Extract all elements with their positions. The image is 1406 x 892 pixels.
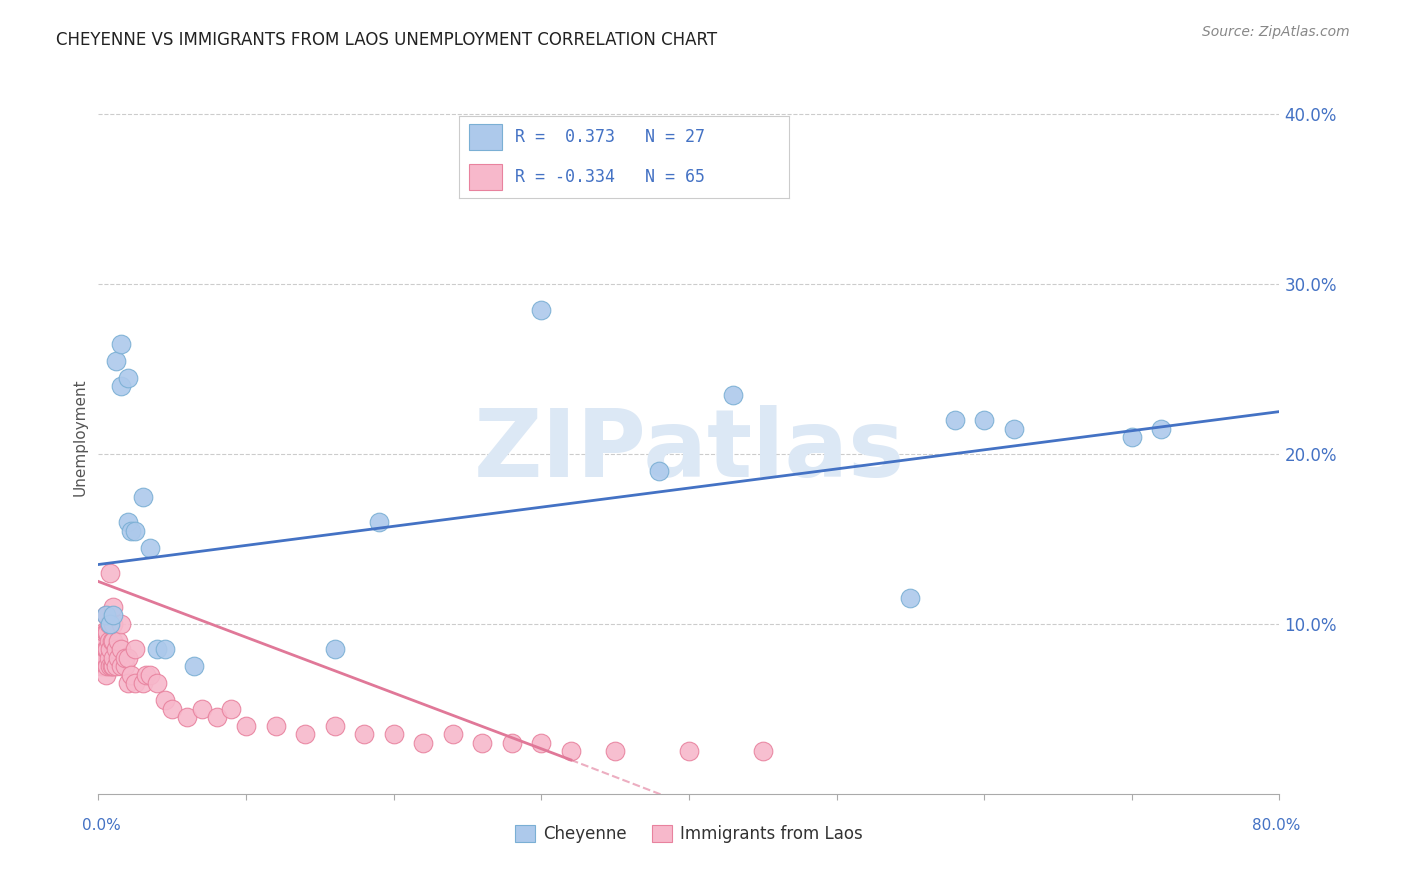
- Point: [382, 727, 405, 741]
- Point: [97, 617, 120, 632]
- Point: [560, 744, 582, 758]
- Point: [471, 736, 494, 750]
- Point: [91, 651, 114, 665]
- Point: [723, 387, 745, 401]
- Point: [132, 490, 155, 504]
- Point: [94, 668, 117, 682]
- Point: [98, 566, 121, 580]
- Point: [110, 617, 132, 632]
- Point: [120, 668, 142, 682]
- Point: [146, 676, 169, 690]
- Point: [120, 524, 142, 538]
- Point: [135, 668, 157, 682]
- Point: [103, 634, 125, 648]
- Point: [368, 515, 391, 529]
- Point: [97, 651, 120, 665]
- Point: [105, 353, 128, 368]
- Point: [94, 608, 117, 623]
- Point: [114, 659, 136, 673]
- Point: [176, 710, 198, 724]
- Point: [103, 659, 125, 673]
- Text: CHEYENNE VS IMMIGRANTS FROM LAOS UNEMPLOYMENT CORRELATION CHART: CHEYENNE VS IMMIGRANTS FROM LAOS UNEMPLO…: [56, 31, 717, 49]
- Point: [100, 634, 122, 648]
- Point: [323, 642, 346, 657]
- Point: [110, 659, 132, 673]
- Point: [124, 524, 146, 538]
- Point: [191, 702, 214, 716]
- Point: [501, 736, 523, 750]
- Point: [110, 336, 132, 351]
- Point: [353, 727, 375, 741]
- Point: [117, 370, 139, 384]
- Point: [107, 651, 129, 665]
- Text: Source: ZipAtlas.com: Source: ZipAtlas.com: [1202, 25, 1350, 39]
- Point: [117, 676, 139, 690]
- Point: [1002, 421, 1025, 435]
- Point: [605, 744, 627, 758]
- Point: [93, 625, 115, 640]
- Point: [94, 608, 117, 623]
- Point: [98, 642, 121, 657]
- Point: [221, 702, 243, 716]
- Point: [124, 676, 146, 690]
- Point: [153, 642, 176, 657]
- Point: [103, 608, 125, 623]
- Point: [752, 744, 775, 758]
- Point: [139, 668, 162, 682]
- Point: [648, 464, 671, 478]
- Point: [235, 719, 257, 733]
- Point: [103, 651, 125, 665]
- Text: 0.0%: 0.0%: [82, 818, 121, 832]
- Point: [105, 642, 128, 657]
- Point: [162, 702, 183, 716]
- Text: ZIPatlas: ZIPatlas: [474, 405, 904, 498]
- Point: [294, 727, 316, 741]
- Point: [943, 413, 966, 427]
- Point: [973, 413, 995, 427]
- Point: [114, 651, 136, 665]
- Point: [91, 634, 114, 648]
- Point: [90, 659, 112, 673]
- Point: [678, 744, 700, 758]
- Point: [132, 676, 155, 690]
- Point: [97, 634, 120, 648]
- Point: [900, 591, 922, 606]
- Point: [110, 642, 132, 657]
- Text: 80.0%: 80.0%: [1253, 818, 1301, 832]
- Point: [94, 625, 117, 640]
- Point: [110, 379, 132, 393]
- Point: [205, 710, 228, 724]
- Point: [98, 659, 121, 673]
- Legend: Cheyenne, Immigrants from Laos: Cheyenne, Immigrants from Laos: [508, 818, 870, 850]
- Point: [107, 634, 129, 648]
- Point: [139, 541, 162, 555]
- Point: [530, 302, 553, 317]
- Point: [530, 736, 553, 750]
- Point: [93, 659, 115, 673]
- Point: [412, 736, 434, 750]
- Y-axis label: Unemployment: Unemployment: [72, 378, 87, 496]
- Point: [264, 719, 287, 733]
- Point: [1150, 421, 1173, 435]
- Point: [183, 659, 205, 673]
- Point: [94, 651, 117, 665]
- Point: [117, 515, 139, 529]
- Point: [441, 727, 464, 741]
- Point: [98, 617, 121, 632]
- Point: [103, 617, 125, 632]
- Point: [103, 599, 125, 614]
- Point: [153, 693, 176, 707]
- Point: [146, 642, 169, 657]
- Point: [323, 719, 346, 733]
- Point: [96, 625, 118, 640]
- Point: [124, 642, 146, 657]
- Point: [1121, 430, 1143, 444]
- Point: [96, 659, 118, 673]
- Point: [96, 642, 118, 657]
- Point: [105, 659, 128, 673]
- Point: [94, 642, 117, 657]
- Point: [100, 659, 122, 673]
- Point: [117, 651, 139, 665]
